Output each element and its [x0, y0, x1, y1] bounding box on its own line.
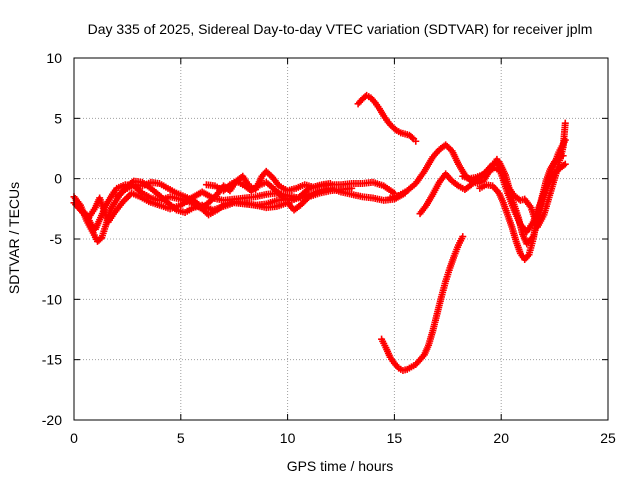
data-point	[412, 137, 420, 145]
data-point	[326, 179, 334, 187]
y-tick-label: 5	[54, 110, 62, 126]
x-tick-label: 20	[493, 430, 509, 446]
data-point	[559, 152, 567, 160]
y-tick-label: 10	[46, 50, 62, 66]
series-arc-10	[459, 119, 569, 231]
x-tick-label: 5	[177, 430, 185, 446]
x-tick-label: 25	[600, 430, 616, 446]
data-point	[348, 184, 356, 192]
y-tick-label: -20	[42, 412, 62, 428]
data-point	[408, 134, 416, 142]
data-point	[305, 190, 313, 198]
chart-title: Day 335 of 2025, Sidereal Day-to-day VTE…	[88, 21, 593, 37]
y-tick-label: -10	[42, 291, 62, 307]
y-axis-label: SDTVAR / TECUs	[6, 182, 22, 294]
series-arc-6	[354, 91, 420, 145]
data-point	[391, 125, 399, 133]
y-tick-labels: -20 -15 -10 -5 0 5 10	[42, 50, 62, 428]
data-point	[459, 233, 467, 241]
x-tick-label: 0	[70, 430, 78, 446]
x-tick-label: 10	[280, 430, 296, 446]
data-point	[561, 119, 569, 127]
y-tick-label: -15	[42, 352, 62, 368]
x-tick-labels: 0 5 10 15 20 25	[70, 430, 616, 446]
data-point	[561, 160, 569, 168]
data-series	[70, 91, 569, 375]
x-tick-label: 15	[387, 430, 403, 446]
grid-lines	[74, 58, 608, 420]
y-tick-label: 0	[54, 171, 62, 187]
series-arc-5	[202, 177, 313, 204]
series-arc-11	[476, 152, 567, 264]
y-tick-label: -5	[50, 231, 63, 247]
x-axis-label: GPS time / hours	[287, 458, 394, 474]
series-arc-7	[378, 233, 467, 375]
axis-ticks	[73, 57, 609, 421]
